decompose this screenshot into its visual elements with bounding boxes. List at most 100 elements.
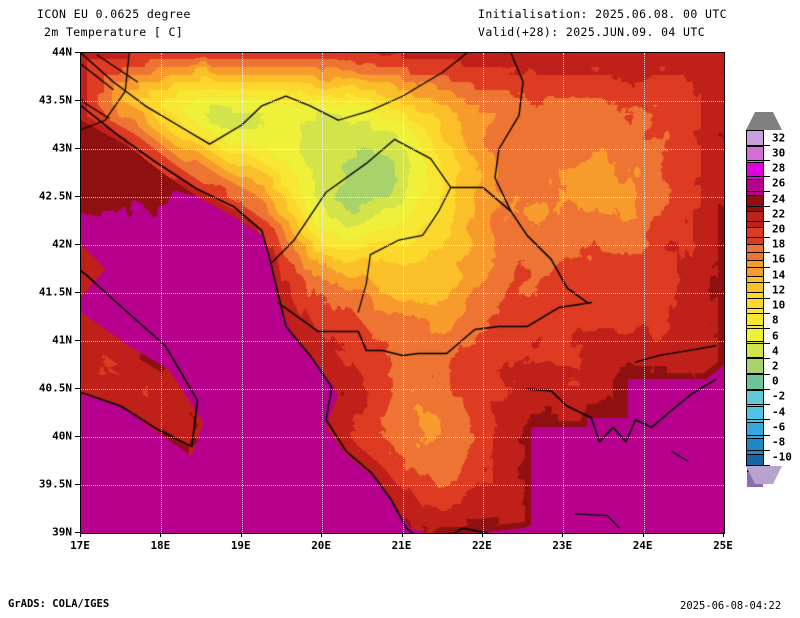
colorbar-segment <box>747 325 763 342</box>
colorbar-label: 4 <box>772 344 779 358</box>
y-tick <box>75 532 80 533</box>
y-tick-label: 39N <box>52 525 72 539</box>
colorbar-segment <box>747 439 763 456</box>
temperature-field <box>81 53 724 533</box>
y-tick <box>75 340 80 341</box>
colorbar-tick <box>746 465 770 466</box>
colorbar-label: -8 <box>772 435 786 449</box>
colorbar-label: 30 <box>772 146 786 160</box>
colorbar-label: 0 <box>772 374 779 388</box>
colorbar-tick <box>746 282 770 284</box>
colorbar-tick <box>746 145 770 147</box>
colorbar-tick <box>746 175 770 177</box>
colorbar-segment <box>747 293 763 310</box>
colorbar-tick <box>746 419 770 421</box>
x-tick <box>321 532 323 537</box>
colorbar-label: -4 <box>772 405 786 419</box>
colorbar-segment <box>747 358 763 375</box>
colorbar-label: 26 <box>772 176 786 190</box>
colorbar-label: 6 <box>772 329 779 343</box>
y-tick-label: 39.5N <box>38 477 72 491</box>
y-tick <box>75 292 80 293</box>
colorbar-segment <box>747 276 763 294</box>
y-tick-label: 40.5N <box>38 381 72 395</box>
colorbar-label: -10 <box>772 450 792 464</box>
colorbar-segment <box>747 195 763 213</box>
render-timestamp: 2025-06-08-04:22 <box>680 600 782 612</box>
grads-credit: GrADS: COLA/IGES <box>8 598 110 610</box>
map-plot-area[interactable] <box>80 52 725 534</box>
colorbar-segment <box>747 131 763 148</box>
colorbar-label: -2 <box>772 389 786 403</box>
colorbar-label: 28 <box>772 161 786 175</box>
y-tick <box>75 388 80 389</box>
x-tick-label: 22E <box>471 539 492 552</box>
colorbar-label: 8 <box>772 313 779 327</box>
variable-title: 2m Temperature [ C] <box>44 25 184 39</box>
colorbar-tick <box>746 312 770 314</box>
colorbar-segment <box>747 374 763 391</box>
colorbar-tick <box>746 297 770 299</box>
colorbar-tick <box>746 267 770 269</box>
y-tick-label: 44N <box>52 45 72 59</box>
model-title: ICON EU 0.0625 degree <box>37 7 191 21</box>
colorbar-label: 2 <box>772 359 779 373</box>
x-tick <box>642 532 644 537</box>
x-tick-label: 19E <box>230 539 251 552</box>
y-tick-label: 42.5N <box>38 189 72 203</box>
colorbar-segment <box>747 341 763 359</box>
y-tick <box>75 484 80 485</box>
colorbar-tick <box>746 343 770 345</box>
colorbar-tick <box>746 449 770 451</box>
x-tick <box>562 532 564 537</box>
x-tick <box>401 532 403 537</box>
temperature-raster <box>81 53 724 533</box>
x-tick-label: 24E <box>632 539 653 552</box>
colorbar-label: 18 <box>772 237 786 251</box>
x-tick <box>160 532 162 537</box>
valid-time: Valid(+28): 2025.JUN.09. 04 UTC <box>478 25 706 39</box>
colorbar-label: -6 <box>772 420 786 434</box>
colorbar-segment <box>747 179 763 196</box>
x-tick <box>723 532 724 537</box>
colorbar-label: 10 <box>772 298 786 312</box>
colorbar-tick <box>746 404 770 406</box>
colorbar-label: 14 <box>772 268 786 282</box>
y-tick-label: 43N <box>52 141 72 155</box>
y-tick-label: 42N <box>52 237 72 251</box>
y-tick <box>75 196 80 197</box>
colorbar-segment <box>747 422 763 440</box>
colorbar-tick <box>746 236 770 238</box>
colorbar-segment <box>747 390 763 407</box>
colorbar-segment <box>747 406 763 423</box>
x-tick-label: 18E <box>150 539 171 552</box>
colorbar-under-arrow-icon <box>746 466 782 484</box>
colorbar-label: 32 <box>772 131 786 145</box>
x-tick <box>481 532 483 537</box>
colorbar-tick <box>746 206 770 208</box>
y-tick-label: 40N <box>52 429 72 443</box>
colorbar-tick <box>746 388 770 390</box>
colorbar-tick <box>746 160 770 162</box>
colorbar-segment <box>747 260 763 277</box>
x-tick-label: 23E <box>552 539 573 552</box>
colorbar-label: 20 <box>772 222 786 236</box>
x-tick <box>80 532 81 537</box>
y-tick-label: 41N <box>52 333 72 347</box>
y-tick <box>75 52 80 53</box>
x-tick <box>240 532 242 537</box>
x-tick-label: 21E <box>391 539 412 552</box>
y-tick-label: 41.5N <box>38 285 72 299</box>
colorbar-segment <box>747 147 763 164</box>
colorbar-tick <box>746 373 770 375</box>
y-tick <box>75 436 80 437</box>
y-tick <box>75 100 80 101</box>
colorbar-segment <box>747 212 763 229</box>
colorbar-tick <box>746 251 770 253</box>
y-tick <box>75 244 80 245</box>
colorbar-label: 24 <box>772 192 786 206</box>
colorbar-tick <box>746 327 770 329</box>
colorbar-tick <box>746 190 770 192</box>
y-tick-label: 43.5N <box>38 93 72 107</box>
colorbar-tick <box>746 434 770 436</box>
